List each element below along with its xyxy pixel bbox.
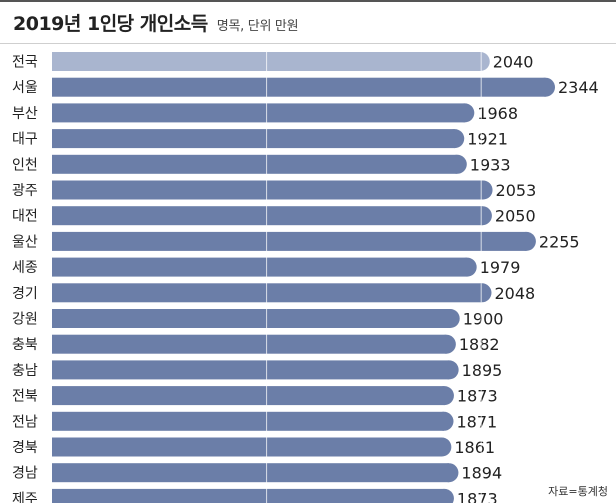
chart-subtitle: 명목, 단위 만원 bbox=[216, 19, 299, 34]
category-label-row-8: 세종 bbox=[12, 260, 38, 276]
category-label-row-17: 제주 bbox=[12, 491, 38, 503]
bar-row-10 bbox=[52, 309, 451, 328]
bar-row-17 bbox=[52, 488, 445, 503]
value-label-row-7: 2255 bbox=[539, 232, 580, 251]
value-label-row-4: 1933 bbox=[470, 155, 511, 174]
value-label-row-2: 1968 bbox=[477, 104, 518, 123]
category-label-row-2: 부산 bbox=[12, 106, 38, 122]
category-label-row-15: 경북 bbox=[12, 440, 38, 456]
value-label-row-16: 1894 bbox=[461, 464, 502, 483]
category-label-row-3: 대구 bbox=[12, 132, 38, 148]
category-label-row-4: 인천 bbox=[12, 157, 38, 173]
bar-row-3 bbox=[52, 129, 455, 149]
bar-cap-row-17 bbox=[434, 488, 454, 503]
bar-row-16 bbox=[52, 463, 449, 483]
bar-cap-row-12 bbox=[439, 360, 459, 380]
bar-row-8 bbox=[52, 257, 468, 277]
category-label-row-5: 광주 bbox=[12, 183, 38, 199]
bar-cap-row-8 bbox=[457, 257, 477, 277]
bar-cap-row-5 bbox=[473, 180, 493, 200]
bar-row-4 bbox=[52, 154, 458, 174]
bar-cap-row-14 bbox=[434, 411, 454, 431]
bar-row-14 bbox=[52, 411, 444, 431]
bar-cap-row-9 bbox=[472, 283, 492, 303]
bar-cap-row-11 bbox=[436, 334, 456, 354]
bar-cap-row-15 bbox=[432, 437, 452, 457]
bar-row-15 bbox=[52, 437, 442, 457]
bar-row-5 bbox=[52, 180, 484, 200]
value-label-row-15: 1861 bbox=[454, 438, 495, 457]
bar-cap-row-10 bbox=[440, 309, 460, 328]
category-label-row-9: 경기 bbox=[12, 286, 38, 302]
value-label-row-11: 1882 bbox=[459, 335, 500, 354]
value-label-row-14: 1871 bbox=[456, 412, 497, 431]
category-label-row-6: 대전 bbox=[12, 209, 38, 225]
bar-cap-row-4 bbox=[447, 154, 467, 174]
value-label-row-10: 1900 bbox=[463, 310, 504, 329]
value-label-row-9: 2048 bbox=[494, 284, 535, 303]
chart-header: 2019년 1인당 개인소득 명목, 단위 만원 bbox=[13, 9, 299, 36]
bar-row-7 bbox=[52, 231, 527, 251]
top-rule bbox=[0, 0, 616, 2]
bar-row-1 bbox=[52, 77, 546, 97]
bar-cap-row-13 bbox=[434, 386, 454, 406]
bar-cap-row-6 bbox=[472, 206, 492, 226]
bar-cap-row-2 bbox=[455, 103, 475, 123]
value-label-row-8: 1979 bbox=[480, 258, 521, 277]
value-label-row-13: 1873 bbox=[457, 387, 498, 406]
value-label-row-0: 2040 bbox=[493, 53, 534, 72]
category-label-row-11: 충북 bbox=[12, 337, 38, 353]
value-label-row-17: 1873 bbox=[457, 489, 498, 503]
category-label-row-10: 강원 bbox=[12, 312, 38, 328]
chart-title: 2019년 1인당 개인소득 bbox=[13, 13, 208, 35]
value-label-row-6: 2050 bbox=[495, 207, 536, 226]
source-note: 자료=통계청 bbox=[548, 485, 608, 498]
value-label-row-3: 1921 bbox=[467, 130, 508, 149]
bar-row-11 bbox=[52, 334, 447, 354]
category-label-row-0: 전국 bbox=[12, 55, 38, 71]
bar-row-13 bbox=[52, 386, 445, 406]
bar-cap-row-7 bbox=[516, 231, 536, 251]
bar-cap-row-0 bbox=[470, 52, 490, 71]
value-label-row-1: 2344 bbox=[558, 78, 599, 97]
bar-cap-row-3 bbox=[445, 129, 465, 149]
bar-cap-row-1 bbox=[536, 77, 555, 97]
bar-row-12 bbox=[52, 360, 450, 380]
bar-row-6 bbox=[52, 206, 483, 226]
category-label-row-14: 전남 bbox=[12, 414, 38, 430]
title-divider bbox=[0, 43, 616, 44]
category-label-row-1: 서울 bbox=[12, 80, 38, 96]
bar-cap-row-16 bbox=[439, 463, 459, 483]
category-label-row-12: 충남 bbox=[12, 363, 38, 379]
category-label-row-7: 울산 bbox=[12, 234, 38, 250]
bar-row-2 bbox=[52, 103, 465, 123]
value-label-row-12: 1895 bbox=[462, 361, 503, 380]
category-label-row-16: 경남 bbox=[12, 466, 38, 482]
category-label-row-13: 전북 bbox=[12, 389, 38, 405]
value-label-row-5: 2053 bbox=[496, 181, 537, 200]
